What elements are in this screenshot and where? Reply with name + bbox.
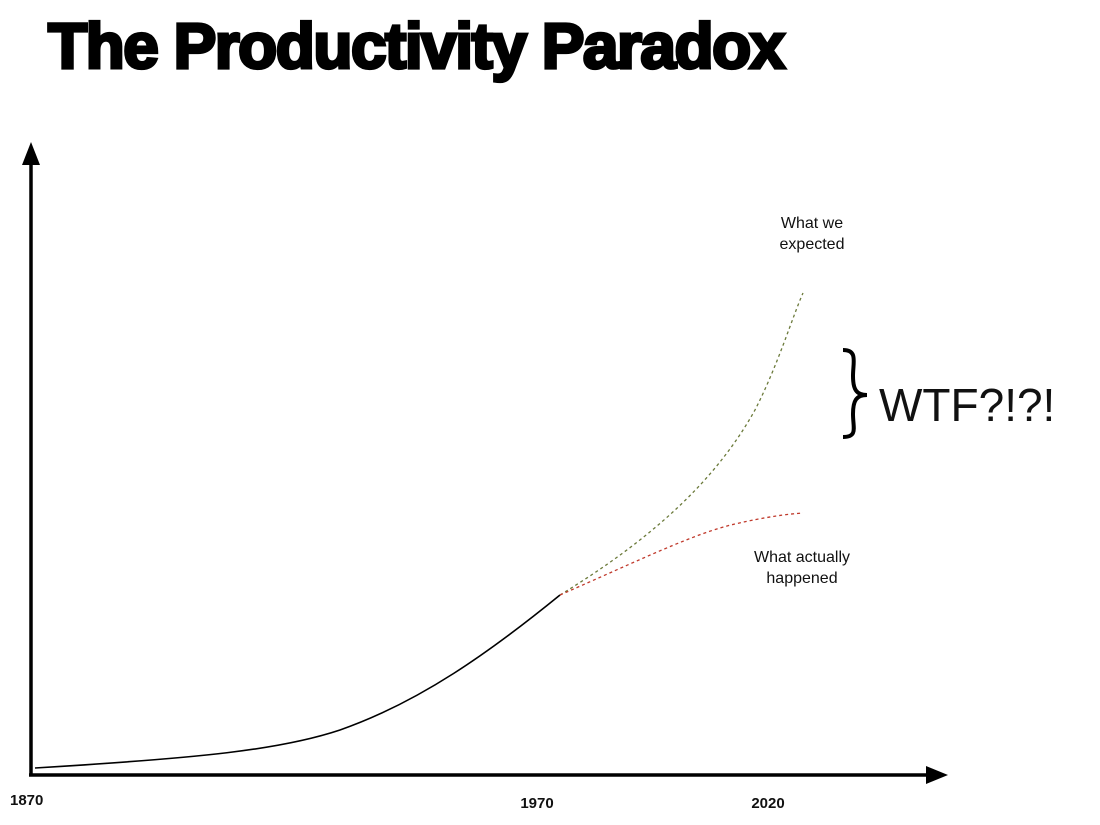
x-axis-arrow (926, 766, 948, 784)
expected-curve (559, 292, 804, 596)
x-label: 1870 (10, 792, 43, 809)
brace (842, 348, 868, 439)
x-label: 2020 (751, 795, 784, 812)
actual-curve (559, 512, 804, 596)
x-label: 1970 (520, 795, 553, 812)
actual-label: What actually (754, 549, 850, 566)
actual-label: happened (766, 570, 837, 587)
historical-curve (34, 594, 561, 769)
expected-label: expected (780, 236, 845, 253)
gap-label: WTF?!?! (879, 379, 1055, 431)
expected-label: What we (781, 215, 843, 232)
title: The Productivity Paradox (48, 10, 786, 82)
y-axis-arrow (22, 142, 40, 165)
